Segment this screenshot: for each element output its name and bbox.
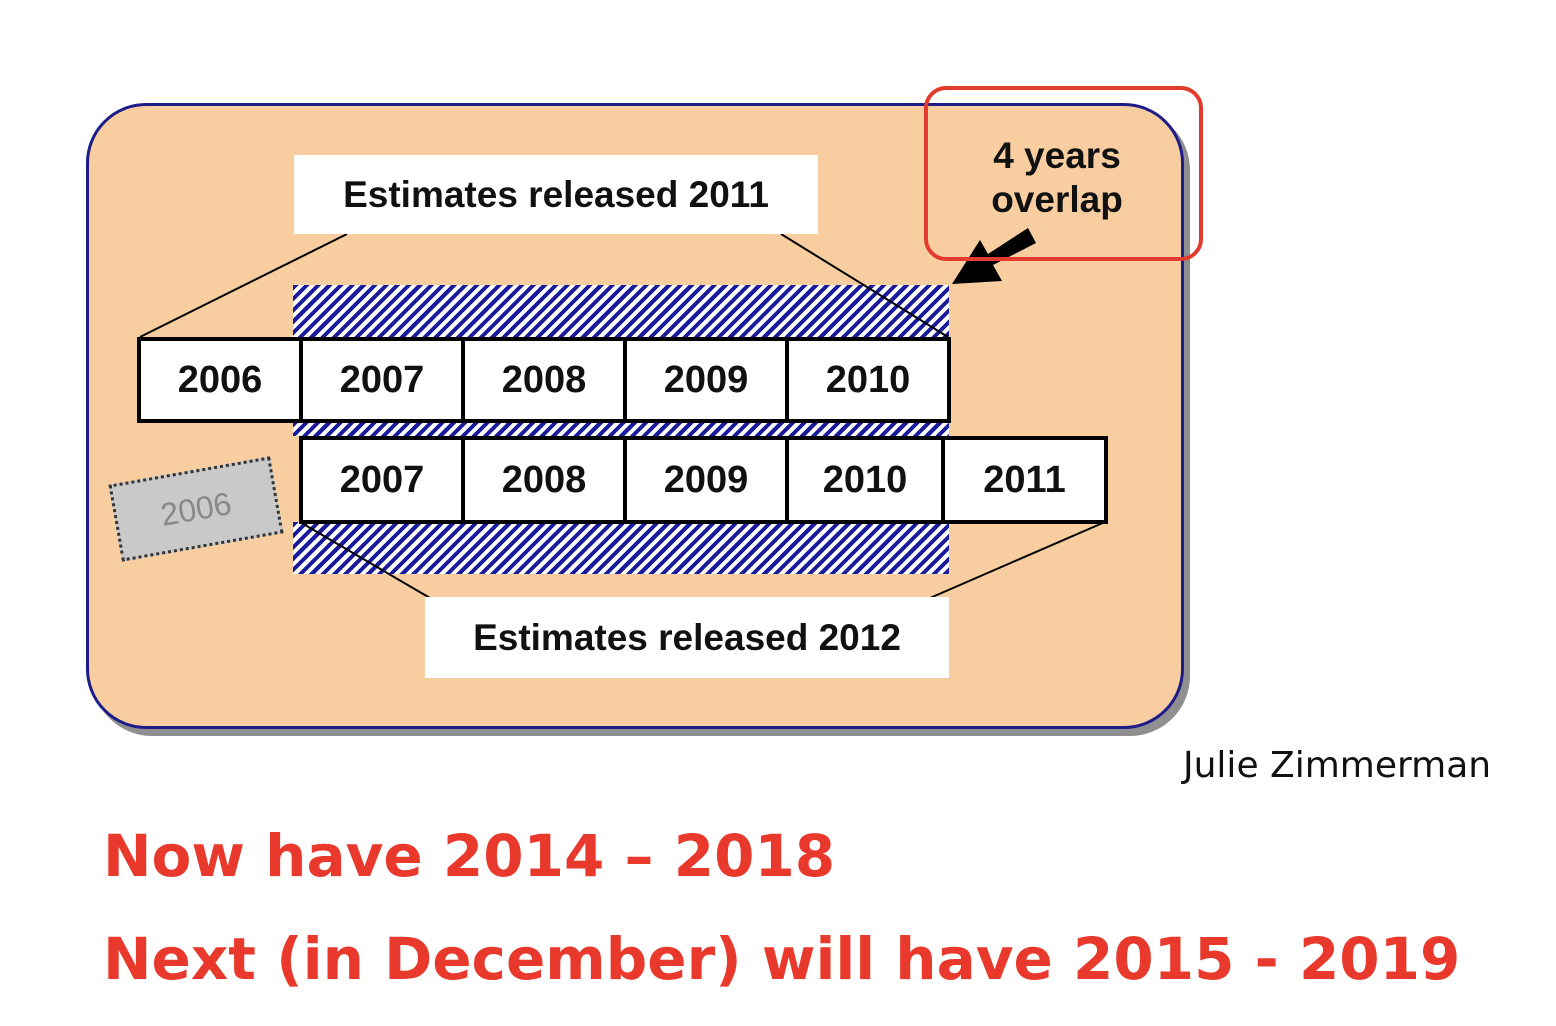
release-2012-left-connector [299,521,431,599]
year-2011-release-cell-4: 2009 [623,337,789,423]
overlap-hatch-bottom [293,522,949,574]
note-current-range: Now have 2014 – 2018 [103,822,836,890]
release-2012-right-connector [929,521,1106,599]
overlap-label: 4 years overlap [952,134,1162,222]
year-2012-release-cell-3: 2009 [623,436,789,524]
year-2012-release-cell-2: 2008 [461,436,627,524]
year-2011-release-cell-1: 2006 [137,337,303,423]
author-credit: Julie Zimmerman [1183,745,1492,786]
year-2012-release-cell-1: 2007 [299,436,465,524]
overlap-label-line-1: 4 years [993,135,1121,176]
release-2011-label: Estimates released 2011 [294,155,818,234]
release-2012-label: Estimates released 2012 [425,597,949,678]
year-2011-release-cell-2: 2007 [299,337,465,423]
year-2012-release-cell-4: 2010 [785,436,945,524]
year-2011-release-cell-5: 2010 [785,337,951,423]
overlap-hatch-top [293,285,949,337]
release-2011-left-connector [139,233,348,338]
year-2011-release-cell-3: 2008 [461,337,627,423]
release-2011-right-connector [780,233,949,338]
note-next-range: Next (in December) will have 2015 - 2019 [103,925,1461,993]
year-2012-release-cell-5: 2011 [941,436,1108,524]
overlap-highlight-ring [924,86,1203,261]
overlap-hatch-middle [293,422,949,436]
overlap-label-line-2: overlap [991,179,1123,220]
overlap-arrow-icon [952,228,1036,284]
